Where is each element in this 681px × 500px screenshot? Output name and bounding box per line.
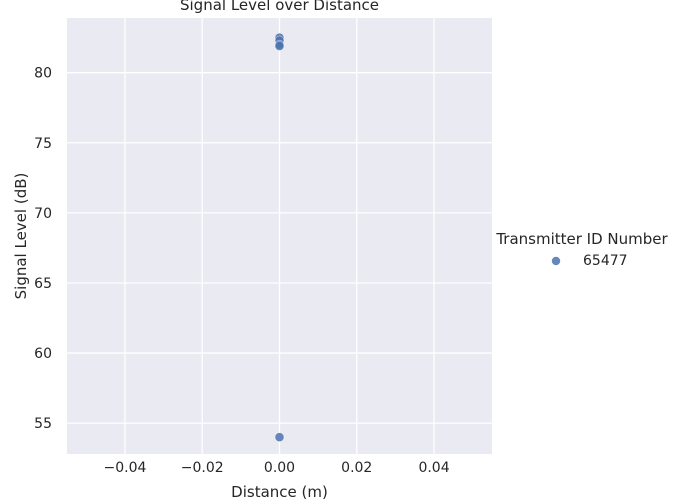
x-tick-label: −0.04 [104,460,147,476]
y-axis-label: Signal Level (dB) [12,173,30,300]
data-point [274,432,285,442]
x-axis-label: Distance (m) [231,483,328,500]
y-tick-label: 70 [34,206,52,222]
x-tick-label: 0.02 [341,460,372,476]
y-tick-label: 80 [34,66,52,82]
chart-title: Signal Level over Distance [180,0,379,14]
data-point [274,41,285,51]
legend-marker-65477 [551,256,561,266]
y-tick-label: 55 [34,416,52,432]
legend-title: Transmitter ID Number [495,230,668,248]
data-points [274,32,285,442]
x-tick-label: 0.00 [264,460,295,476]
x-tick-label: −0.02 [181,460,224,476]
grid-lines [67,18,492,454]
y-tick-label: 65 [34,276,52,292]
x-tick-label: 0.04 [418,460,449,476]
y-tick-label: 75 [34,136,52,152]
x-tick-labels: −0.04 −0.02 0.00 0.02 0.04 [104,460,450,476]
legend: Transmitter ID Number 65477 [495,230,668,269]
y-tick-labels: 55 60 65 70 75 80 [34,66,52,432]
legend-entry-65477: 65477 [583,253,628,269]
y-tick-label: 60 [34,346,52,362]
